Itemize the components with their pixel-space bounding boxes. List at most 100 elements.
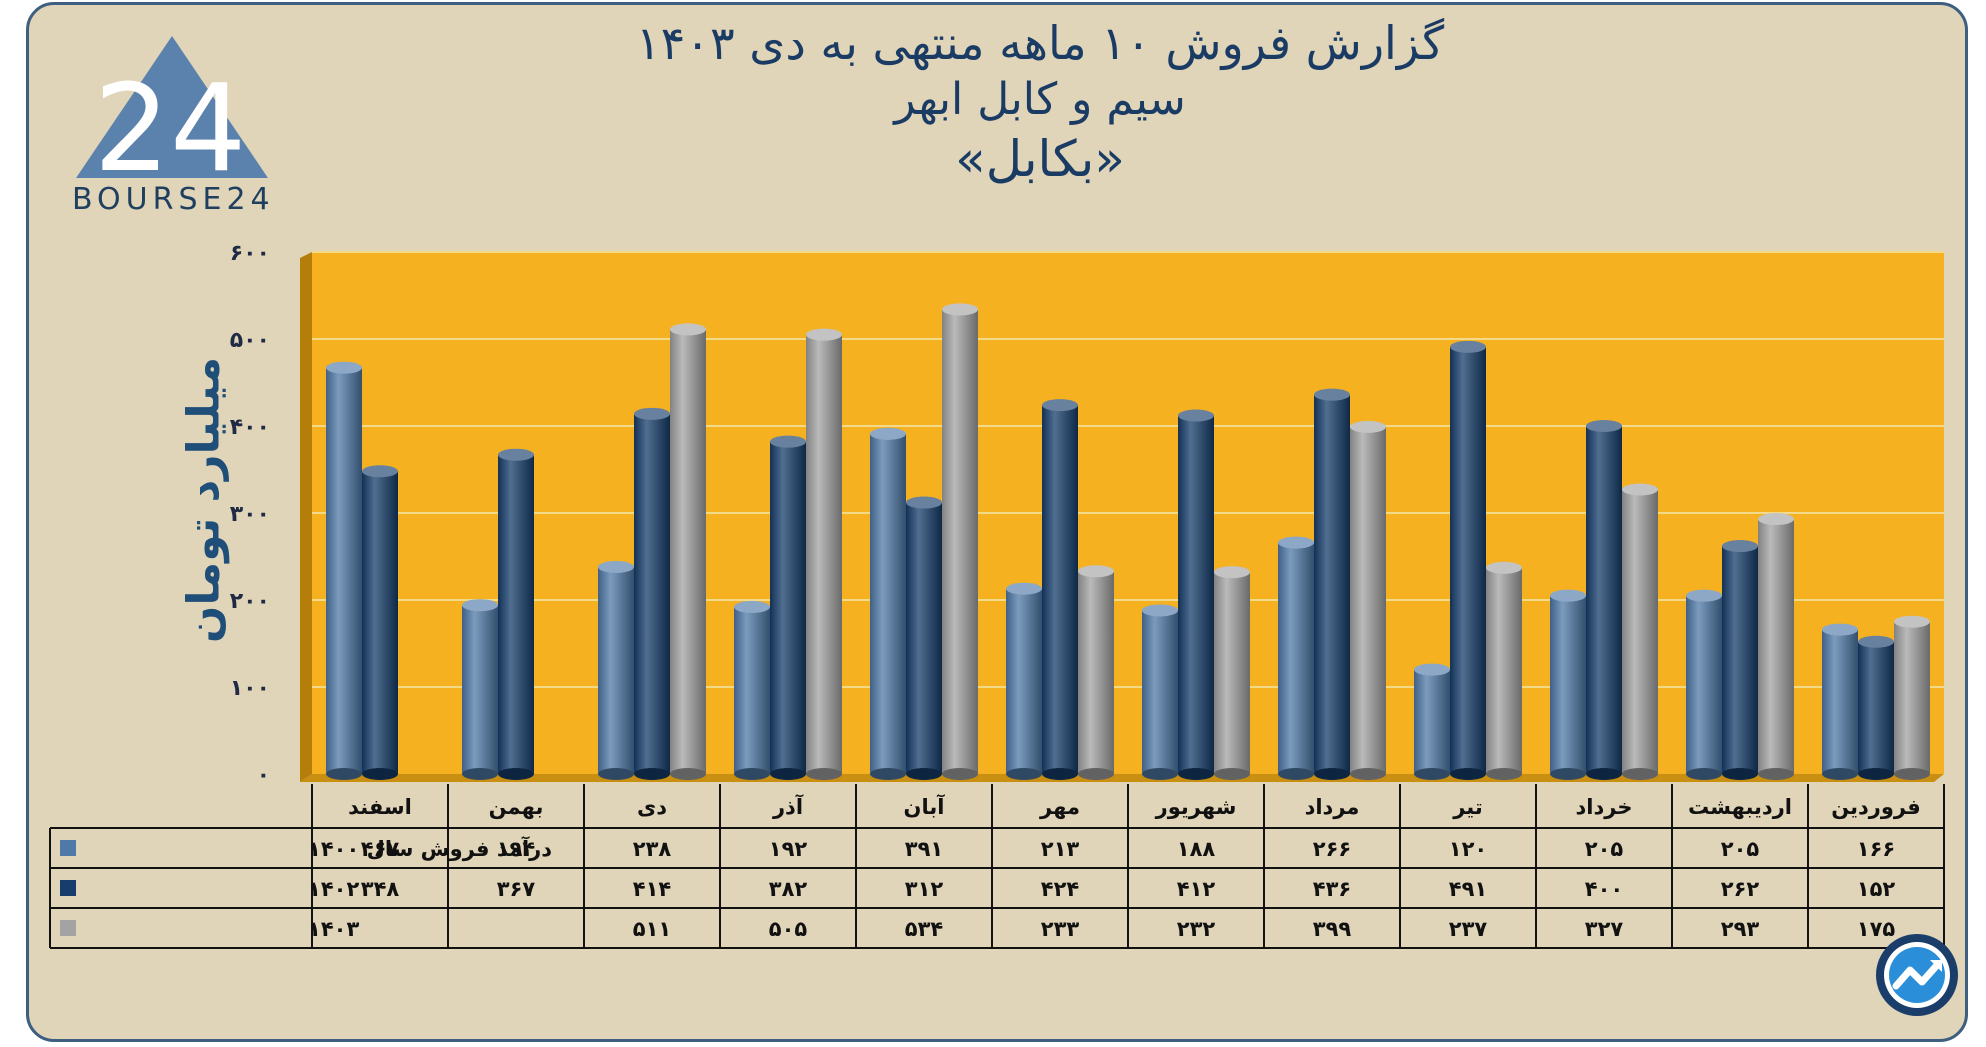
bar-base [870, 768, 906, 780]
bar [1314, 394, 1350, 774]
bar-7-2 [942, 303, 978, 780]
bar [1042, 405, 1078, 774]
legend-swatch [60, 880, 76, 896]
bar-base [1078, 768, 1114, 780]
bar-cap [806, 328, 842, 341]
data-label: ۲۱۳ [1041, 837, 1080, 861]
bar-5-0 [1142, 604, 1178, 780]
bar [1822, 629, 1858, 774]
bar-cap [942, 303, 978, 316]
bar-cap [362, 465, 398, 478]
bar-cap [734, 600, 770, 613]
bar-cap [1486, 561, 1522, 574]
bar-cap [1586, 420, 1622, 432]
bar-11-1 [362, 465, 398, 780]
bar-cap [1350, 420, 1386, 433]
category-label: خرداد [1576, 795, 1633, 819]
bar [1142, 610, 1178, 774]
bar-10-1 [498, 448, 534, 780]
legend-swatch [60, 840, 76, 856]
bar [326, 367, 362, 774]
data-label: ۴۰۰ [1585, 877, 1623, 901]
data-label: ۲۳۸ [633, 837, 672, 861]
bar [1078, 571, 1114, 774]
bar-cap [1278, 536, 1314, 549]
bar-base [670, 768, 706, 780]
bar-0-2 [1894, 615, 1930, 780]
bar-cap [1822, 623, 1858, 636]
data-label: ۳۹۹ [1313, 917, 1352, 941]
bar [1350, 426, 1386, 774]
bar [734, 606, 770, 774]
bar-base [770, 768, 806, 780]
bar-cap [670, 323, 706, 336]
y-tick-label: ۳۰۰ [230, 502, 270, 527]
data-label: ۴۱۲ [1177, 877, 1216, 901]
bar [1550, 595, 1586, 774]
bar [906, 502, 942, 774]
series-name: درآمد فروش سال ۱۴۰۰ [308, 836, 552, 861]
bar-cap [1758, 513, 1794, 526]
category-label: فروردین [1831, 795, 1921, 819]
data-label: ۲۶۲ [1721, 877, 1760, 901]
plot-side-wall [300, 252, 312, 782]
y-tick-label: ۴۰۰ [230, 415, 270, 440]
category-label: مرداد [1305, 795, 1360, 819]
bar-cap [1722, 540, 1758, 553]
bar-cap [1314, 388, 1350, 401]
data-label: ۲۶۶ [1313, 837, 1351, 861]
category-label: آذر [772, 794, 804, 819]
data-label: ۱۶۶ [1857, 837, 1895, 861]
y-tick-label: ۲۰۰ [230, 589, 270, 614]
bar-cap [598, 560, 634, 573]
bar-base [734, 768, 770, 780]
bar-1-1 [1722, 540, 1758, 780]
bar-base [1214, 768, 1250, 780]
bar-5-1 [1178, 409, 1214, 780]
logo-triangle [76, 36, 268, 178]
bar-8-2 [806, 328, 842, 780]
data-label: ۳۴۸ [361, 877, 400, 901]
bar-base [498, 768, 534, 780]
bar-cap [1550, 589, 1586, 602]
bar-1-2 [1758, 513, 1794, 780]
bar-cap [1858, 635, 1894, 648]
bar-cap [870, 427, 906, 440]
bar-11-0 [326, 361, 362, 780]
bar-base [1414, 768, 1450, 780]
data-label: ۴۶۷ [361, 837, 400, 861]
bar [806, 334, 842, 774]
bar-base [1586, 768, 1622, 780]
bar [362, 471, 398, 774]
bar-base [1550, 768, 1586, 780]
bar-cap [462, 599, 498, 612]
bar-base [1006, 768, 1042, 780]
data-label: ۴۹۱ [1449, 877, 1487, 901]
bar-cap [498, 448, 534, 461]
data-label: ۲۳۷ [1449, 917, 1488, 941]
bar [1858, 641, 1894, 774]
bar [1622, 489, 1658, 774]
data-label: ۴۱۴ [633, 877, 672, 901]
bar-cap [906, 496, 942, 509]
data-label: ۲۰۵ [1721, 837, 1760, 861]
bar [1686, 595, 1722, 774]
y-tick-label: ۶۰۰ [230, 241, 270, 266]
bar-4-2 [1350, 420, 1386, 780]
bar-base [462, 768, 498, 780]
data-label: ۳۲۷ [1585, 917, 1624, 941]
data-label: ۵۰۵ [769, 917, 808, 941]
title-line-2: سیم و کابل ابهر [894, 74, 1186, 125]
bar-base [806, 768, 842, 780]
bar-base [906, 768, 942, 780]
bar-7-1 [906, 496, 942, 780]
bourse24-logo-icon: 24 [76, 36, 268, 199]
title-line-1: گزارش فروش ۱۰ ماهه منتهی به دی ۱۴۰۳ [635, 16, 1445, 70]
bar-cap [1214, 566, 1250, 579]
bar-5-2 [1214, 566, 1250, 780]
bar-4-0 [1278, 536, 1314, 780]
bar-base [1686, 768, 1722, 780]
bar [1450, 346, 1486, 774]
bar-base [598, 768, 634, 780]
